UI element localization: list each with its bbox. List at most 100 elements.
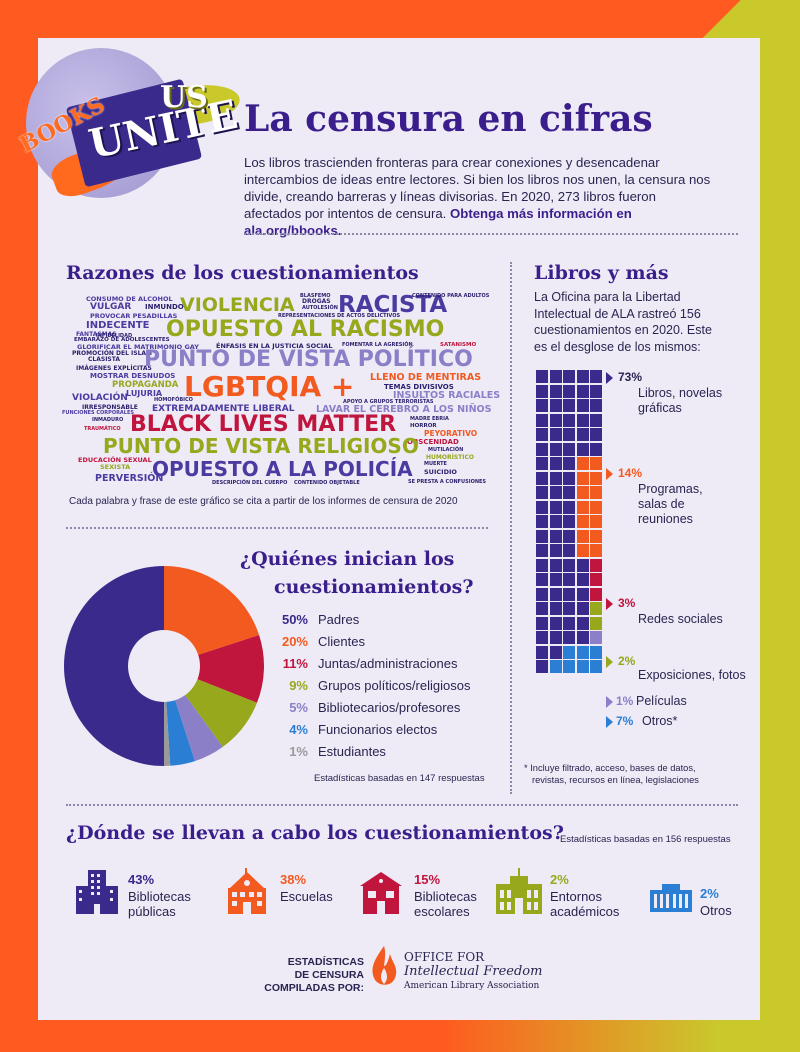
legend-percent: 11% — [282, 656, 308, 671]
waffle-percent: 7% — [616, 714, 634, 728]
books-title: Libros y más — [534, 262, 669, 284]
cloud-word: INSULTOS RACIALES — [393, 390, 501, 401]
cloud-word: EXTREMADAMENTE LIBERAL — [152, 404, 295, 414]
waffle-cell — [576, 384, 589, 398]
waffle-cell — [536, 558, 548, 572]
divider — [66, 527, 488, 529]
waffle-cell — [563, 500, 575, 514]
waffle-cell — [590, 413, 602, 427]
waffle-cell — [549, 486, 562, 499]
legend-percent: 50% — [281, 612, 308, 627]
cloud-word: DROGAS — [302, 298, 331, 305]
waffle-cell — [576, 442, 589, 456]
waffle-cell — [549, 573, 562, 586]
waffle-label: Programas, salas de reuniones — [638, 482, 703, 526]
waffle-cell — [536, 428, 548, 441]
cloud-word: EMBARAZO DE ADOLESCENTES — [74, 337, 170, 343]
waffle-cell — [590, 616, 602, 630]
cloud-word: SATANISMO — [440, 342, 477, 348]
waffle-cell — [563, 573, 575, 586]
waffle-cell — [536, 471, 548, 485]
waffle-cell — [563, 486, 575, 499]
waffle-label: Redes sociales — [638, 612, 723, 626]
academic-building-icon — [494, 868, 544, 921]
waffle-cell — [549, 500, 562, 514]
who-note: Estadísticas basadas en 147 respuestas — [314, 773, 485, 784]
waffle-cell — [536, 660, 548, 673]
waffle-cell — [563, 529, 575, 543]
waffle-cell — [590, 428, 602, 441]
cloud-word: PUNTO DE VISTA RELIGIOSO — [103, 434, 419, 458]
cloud-word: INMADURO — [92, 417, 124, 423]
waffle-cell — [549, 515, 562, 528]
footer-stats-line3: COMPILADAS POR: — [264, 982, 364, 994]
legend-percent: 4% — [289, 722, 308, 737]
cloud-word: TRAUMÁTICO — [84, 426, 121, 432]
pointer-arrow-icon — [606, 468, 613, 480]
location-label-line2: escolares — [414, 904, 470, 919]
waffle-cell — [576, 457, 589, 470]
waffle-cell — [536, 529, 548, 543]
cloud-word: PEYORATIVO — [424, 429, 478, 438]
waffle-cell — [536, 631, 548, 644]
cloud-word: CONTENIDO OBJETABLE — [294, 480, 360, 486]
waffle-cell — [549, 457, 562, 470]
waffle-label: Libros, novelas gráficas — [638, 386, 723, 415]
waffle-cell — [576, 616, 589, 630]
location-percent: 38% — [280, 872, 307, 887]
cloud-word: IRRESPONSABLE — [82, 404, 138, 411]
waffle-cell — [563, 558, 575, 572]
cloud-word: BLACK LIVES MATTER — [130, 412, 397, 437]
location-label-line2: académicos — [550, 904, 620, 919]
cloud-word: VIOLENCIA — [180, 294, 295, 316]
waffle-cell — [536, 573, 548, 586]
waffle-cell — [590, 645, 602, 659]
cloud-word: LLENO DE MENTIRAS — [370, 372, 482, 383]
where-title: ¿Dónde se llevan a cabo los cuestionamie… — [66, 822, 564, 844]
books-intro: La Oficina para la Libertad Intelectual … — [534, 290, 712, 354]
waffle-cell — [576, 645, 589, 659]
page-title: La censura en cifras — [244, 98, 653, 140]
cloud-word: LAVAR EL CEREBRO A LOS NIÑOS — [316, 404, 492, 415]
waffle-cell — [576, 602, 589, 615]
footer-stats-line2: DE CENSURA — [294, 969, 364, 981]
waffle-cell — [576, 587, 589, 601]
cloud-word: PERVERSIÓN — [95, 473, 164, 484]
waffle-cell — [576, 486, 589, 499]
waffle-cell — [536, 515, 548, 528]
legend-label: Estudiantes — [318, 744, 386, 759]
waffle-cell — [590, 660, 602, 673]
waffle-label: Exposiciones, fotos — [638, 668, 746, 682]
legend-percent: 9% — [289, 678, 308, 693]
location-label: Otros — [700, 903, 732, 918]
waffle-cell — [590, 457, 602, 470]
cloud-word: BLASFEMO — [300, 293, 331, 299]
cloud-word: MUTILACIÓN — [428, 447, 464, 453]
cloud-word: GLORIFICAR EL MATRIMONIO GAY — [77, 343, 199, 351]
waffle-cell — [590, 544, 602, 557]
other-building-icon — [648, 884, 694, 919]
cloud-word: PUNTO DE VISTA POLÍTICO — [144, 347, 473, 372]
waffle-cell — [563, 457, 575, 470]
legend-percent: 20% — [281, 634, 308, 649]
waffle-cell — [549, 616, 562, 630]
waffle-cell — [536, 500, 548, 514]
office-line3: American Library Association — [404, 981, 540, 991]
waffle-cell — [549, 558, 562, 572]
location-label-group: Bibliotecas escolares — [414, 889, 477, 919]
office-line1: OFFICE FOR — [404, 950, 485, 964]
cloud-word: OPUESTO A LA POLICÍA — [152, 457, 413, 481]
location-label-group: Otros — [700, 903, 732, 918]
location-percent: 2% — [700, 886, 719, 901]
legend-label: Juntas/administraciones — [318, 656, 458, 671]
waffle-cell — [590, 602, 602, 615]
waffle-cell — [549, 602, 562, 615]
school-icon — [224, 868, 270, 921]
waffle-cell — [563, 384, 575, 398]
waffle-cell — [576, 428, 589, 441]
cloud-word: FUNCIONES CORPORALES — [62, 410, 134, 416]
location-percent: 43% — [128, 872, 155, 887]
intro-paragraph: Los libros trascienden fronteras para cr… — [244, 154, 714, 239]
waffle-cell — [563, 660, 575, 673]
location-percent: 2% — [550, 872, 569, 887]
